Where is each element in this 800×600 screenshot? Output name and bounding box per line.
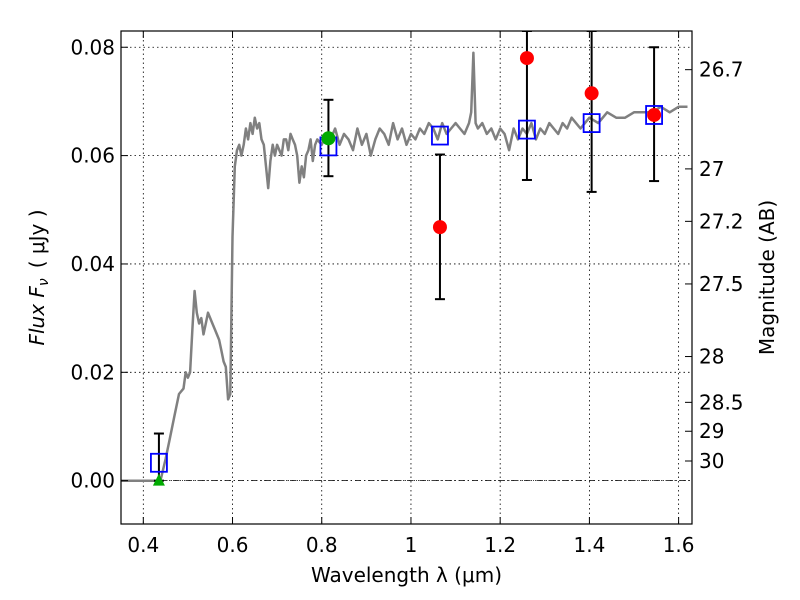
y-tick-label: 0.02	[70, 360, 115, 384]
model-photometry-marker	[645, 105, 663, 125]
markers	[150, 51, 663, 486]
y-tick-label: 0.06	[70, 144, 115, 168]
x-axis-ticks: 0.4 0.6 0.8 1 1.2 1.4 1.6	[127, 31, 695, 557]
plot-frame	[120, 30, 693, 525]
magnitude-tick-label: 29	[699, 419, 724, 443]
x-tick-label: 0.4	[127, 533, 159, 557]
y-axis-label-subscript: ν	[36, 278, 52, 286]
magnitude-tick-label: 30	[699, 449, 724, 473]
y-tick-label: 0.08	[70, 35, 115, 59]
magnitude-tick-label: 27.2	[699, 209, 744, 233]
observed-marker	[432, 220, 447, 235]
model-photometry-marker	[150, 452, 168, 473]
magnitude-tick-label: 27.5	[699, 272, 744, 296]
magnitude-axis-label: Magnitude (AB)	[755, 200, 779, 355]
model-photometry-marker	[431, 125, 449, 146]
upper-limit-marker	[152, 473, 165, 486]
model-photometry-marker	[582, 113, 601, 133]
errorbars	[153, 31, 660, 482]
grid	[121, 31, 692, 524]
y-tick-label: 0.04	[70, 252, 115, 276]
y-axis-label: Flux Fν ( μJy )	[25, 209, 52, 345]
y-axis-label-unit: ( μJy )	[25, 209, 49, 268]
magnitude-tick-label: 27	[699, 157, 724, 181]
observed-marker	[584, 86, 599, 101]
observed-marker	[519, 51, 534, 66]
x-tick-label: 1.4	[573, 533, 605, 557]
y-tick-label: 0.00	[70, 469, 115, 493]
x-axis-label: Wavelength λ (μm)	[311, 563, 502, 587]
model-sed-line	[121, 51, 688, 482]
magnitude-tick-label: 26.7	[699, 58, 744, 82]
x-tick-label: 1.6	[663, 533, 695, 557]
magnitude-tick-label: 28	[699, 345, 724, 369]
x-tick-label: 0.6	[217, 533, 249, 557]
y-axis-ticks: 0.00 0.02 0.04 0.06 0.08	[70, 35, 128, 493]
observed-marker	[647, 107, 662, 122]
detection-marker	[321, 131, 336, 146]
x-tick-label: 0.8	[306, 533, 338, 557]
magnitude-tick-label: 28.5	[699, 390, 744, 414]
x-tick-label: 1.2	[484, 533, 516, 557]
model-photometry-marker	[518, 119, 536, 140]
magnitude-axis-ticks: 26.7 27 27.2 27.5 28 28.5 29 30	[685, 58, 744, 473]
plot-area	[121, 31, 688, 486]
y-axis-label-main: Flux F	[25, 286, 49, 346]
x-tick-label: 1	[405, 533, 418, 557]
